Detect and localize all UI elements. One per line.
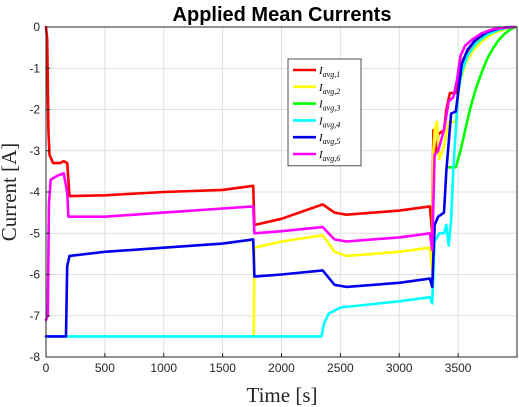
y-tick-label: -2 [29,103,40,117]
legend: Iavg,1 Iavg,2 Iavg,3 Iavg,4 Iavg,5 Iavg,6 [287,58,362,167]
y-tick-label: -3 [29,144,40,158]
y-tick-label: -1 [29,61,40,75]
y-tick-label: -7 [29,309,40,323]
x-tick-label: 1000 [150,361,177,375]
legend-label: Iavg,5 [318,132,340,146]
x-tick-label: 2500 [327,361,354,375]
legend-label: Iavg,2 [318,82,340,96]
y-tick-label: -6 [29,268,40,282]
y-tick-label: -5 [29,226,40,240]
x-tick-label: 0 [43,361,50,375]
y-tick-label: -4 [29,185,40,199]
legend-label: Iavg,4 [318,115,340,129]
tick-labels: 0 500 1000 1500 2000 2500 3000 3500 0 -1 -2 -3 -4 -5 -… [29,20,471,375]
x-tick-label: 2000 [268,361,295,375]
y-tick-label: -8 [29,350,40,364]
series-line-4 [44,25,513,338]
x-tick-label: 1500 [209,361,236,375]
legend-label: Iavg,3 [318,99,340,113]
legend-label: Iavg,1 [318,65,340,79]
series-line-2 [252,25,516,338]
legend-box [287,58,362,167]
x-tick-label: 3000 [386,361,413,375]
series-line-5 [44,25,513,338]
series-lines [44,25,518,338]
y-axis-label: Current [A] [0,143,21,242]
series-line-6 [44,25,516,322]
chart-title: Applied Mean Currents [173,4,392,26]
x-axis-label: Time [s] [247,383,318,407]
series-line-3 [447,25,518,169]
x-tick-label: 3500 [445,361,472,375]
legend-label: Iavg,6 [318,149,340,163]
y-tick-label: 0 [33,20,40,34]
x-tick-label: 500 [95,361,115,375]
